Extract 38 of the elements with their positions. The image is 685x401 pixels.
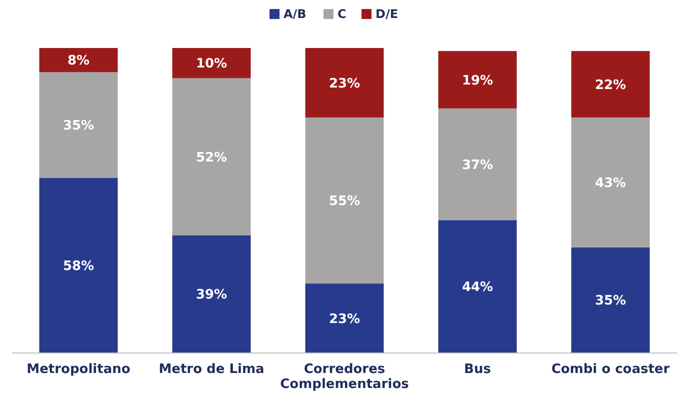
bar — [571, 117, 650, 248]
bar — [438, 220, 517, 353]
bar — [39, 178, 118, 353]
bar — [438, 51, 517, 108]
bar — [571, 247, 650, 353]
data-label: 44% — [462, 280, 494, 296]
bar — [571, 51, 650, 118]
legend-label: C — [338, 7, 346, 21]
data-label: 35% — [62, 118, 94, 134]
bar — [305, 284, 384, 353]
x-tick-label: Corredores Complementarios — [280, 362, 410, 392]
data-label: 8% — [67, 54, 90, 69]
data-label: 58% — [62, 258, 94, 274]
legend-label: A/B — [284, 7, 306, 21]
data-label: 39% — [196, 288, 228, 303]
bar — [39, 72, 118, 178]
legend-label: D/E — [376, 7, 398, 21]
x-tick-label: Combi o coaster — [551, 362, 670, 377]
data-label: 23% — [328, 312, 360, 327]
data-label: 35% — [594, 294, 626, 309]
x-tick-label: Bus — [464, 362, 492, 377]
bar — [305, 48, 384, 118]
data-label: 19% — [462, 73, 494, 88]
data-label: 22% — [594, 78, 626, 93]
bar — [172, 78, 251, 236]
data-label: 10% — [196, 56, 228, 72]
data-label: 55% — [328, 194, 360, 210]
data-label: 52% — [196, 150, 228, 166]
bar — [305, 117, 384, 284]
bar — [438, 108, 517, 220]
data-label: 37% — [462, 158, 494, 173]
x-tick-label: Metropolitano — [26, 362, 130, 377]
x-tick-label: Metro de Lima — [158, 362, 264, 377]
data-label: 43% — [594, 176, 626, 191]
data-label: 23% — [328, 76, 360, 92]
bar — [172, 235, 251, 353]
bar — [39, 48, 118, 72]
bar — [172, 48, 251, 78]
